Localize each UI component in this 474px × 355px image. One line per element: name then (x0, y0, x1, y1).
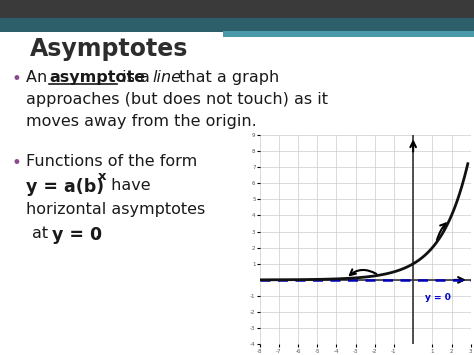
Text: Asymptotes: Asymptotes (30, 37, 188, 61)
Text: x: x (98, 170, 107, 183)
Text: that a graph: that a graph (174, 70, 279, 85)
Text: have: have (106, 178, 151, 193)
Text: y = 0: y = 0 (52, 226, 102, 244)
Text: approaches (but does not touch) as it: approaches (but does not touch) as it (26, 92, 328, 107)
Text: y = 0: y = 0 (425, 293, 450, 302)
Text: moves away from the origin.: moves away from the origin. (26, 114, 257, 129)
Text: at: at (32, 226, 53, 241)
Text: An: An (26, 70, 52, 85)
Text: Functions of the form: Functions of the form (26, 154, 197, 169)
Text: line: line (152, 70, 181, 85)
Text: y = a(b): y = a(b) (26, 178, 104, 196)
Text: •: • (12, 154, 22, 172)
Text: .: . (94, 226, 99, 241)
Text: is a: is a (117, 70, 155, 85)
Text: asymptote: asymptote (49, 70, 145, 85)
Text: horizontal asymptotes: horizontal asymptotes (26, 202, 205, 217)
Text: •: • (12, 70, 22, 88)
